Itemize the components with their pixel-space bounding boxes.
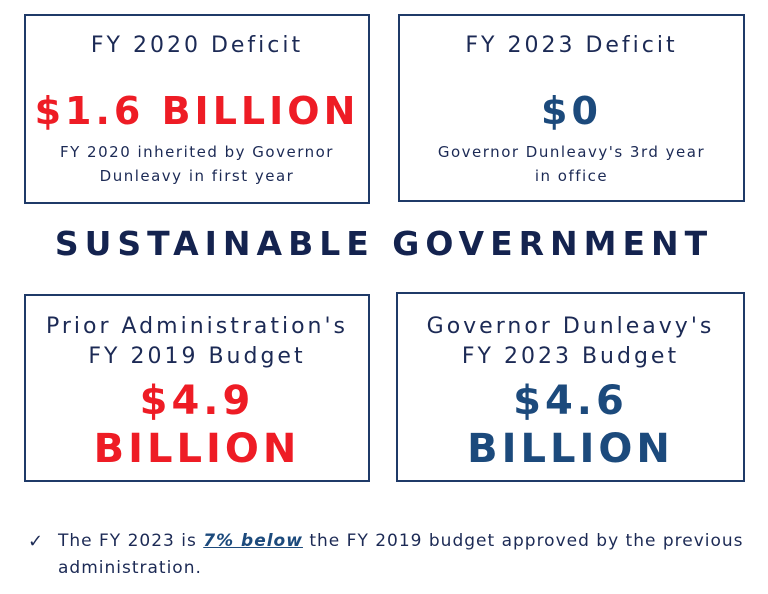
budget-unit: BILLION <box>467 426 674 472</box>
deficit-amount: $1.6 BILLION <box>34 89 360 133</box>
fy2020-deficit-card: FY 2020 Deficit $1.6 BILLION FY 2020 inh… <box>24 14 370 204</box>
card-title-line: Governor Dunleavy's <box>426 314 715 339</box>
footnote-text: The FY 2023 is 7% below the FY 2019 budg… <box>58 528 748 582</box>
card-title: FY 2020 Deficit <box>90 33 304 58</box>
checkmark-icon: ✓ <box>28 531 45 552</box>
dunleavy-budget-card: Governor Dunleavy's FY 2023 Budget $4.6 … <box>396 292 745 482</box>
card-title-line: Prior Administration's <box>45 314 349 339</box>
budget-amount: $4.9 <box>139 378 255 424</box>
headline: SUSTAINABLE GOVERNMENT <box>54 224 714 263</box>
budget-unit: BILLION <box>93 426 301 472</box>
fy2023-deficit-card: FY 2023 Deficit $0 Governor Dunleavy's 3… <box>398 14 745 202</box>
card-title: Governor Dunleavy's FY 2023 Budget <box>398 312 743 372</box>
footnote-text-before: The FY 2023 is <box>58 531 204 551</box>
card-title: FY 2023 Deficit <box>465 33 678 58</box>
card-note-line: FY 2020 inherited by Governor <box>60 143 334 161</box>
card-note: FY 2020 inherited by Governor Dunleavy i… <box>26 140 368 188</box>
budget-amount: $4.6 <box>513 378 628 424</box>
card-note-line: Dunleavy in first year <box>99 167 295 185</box>
card-title-line: FY 2023 Budget <box>461 344 680 369</box>
prior-budget-card: Prior Administration's FY 2019 Budget $4… <box>24 294 370 482</box>
card-note: Governor Dunleavy's 3rd year in office <box>400 140 743 188</box>
card-note-line: in office <box>534 167 609 185</box>
card-note-line: Governor Dunleavy's 3rd year <box>437 143 706 161</box>
footnote-text-after: the FY 2019 budget approved by the previ… <box>58 531 744 578</box>
deficit-amount: $0 <box>541 89 602 133</box>
card-title: Prior Administration's FY 2019 Budget <box>26 312 368 372</box>
footnote-emphasis: 7% below <box>203 531 303 551</box>
card-title-line: FY 2019 Budget <box>88 344 306 369</box>
